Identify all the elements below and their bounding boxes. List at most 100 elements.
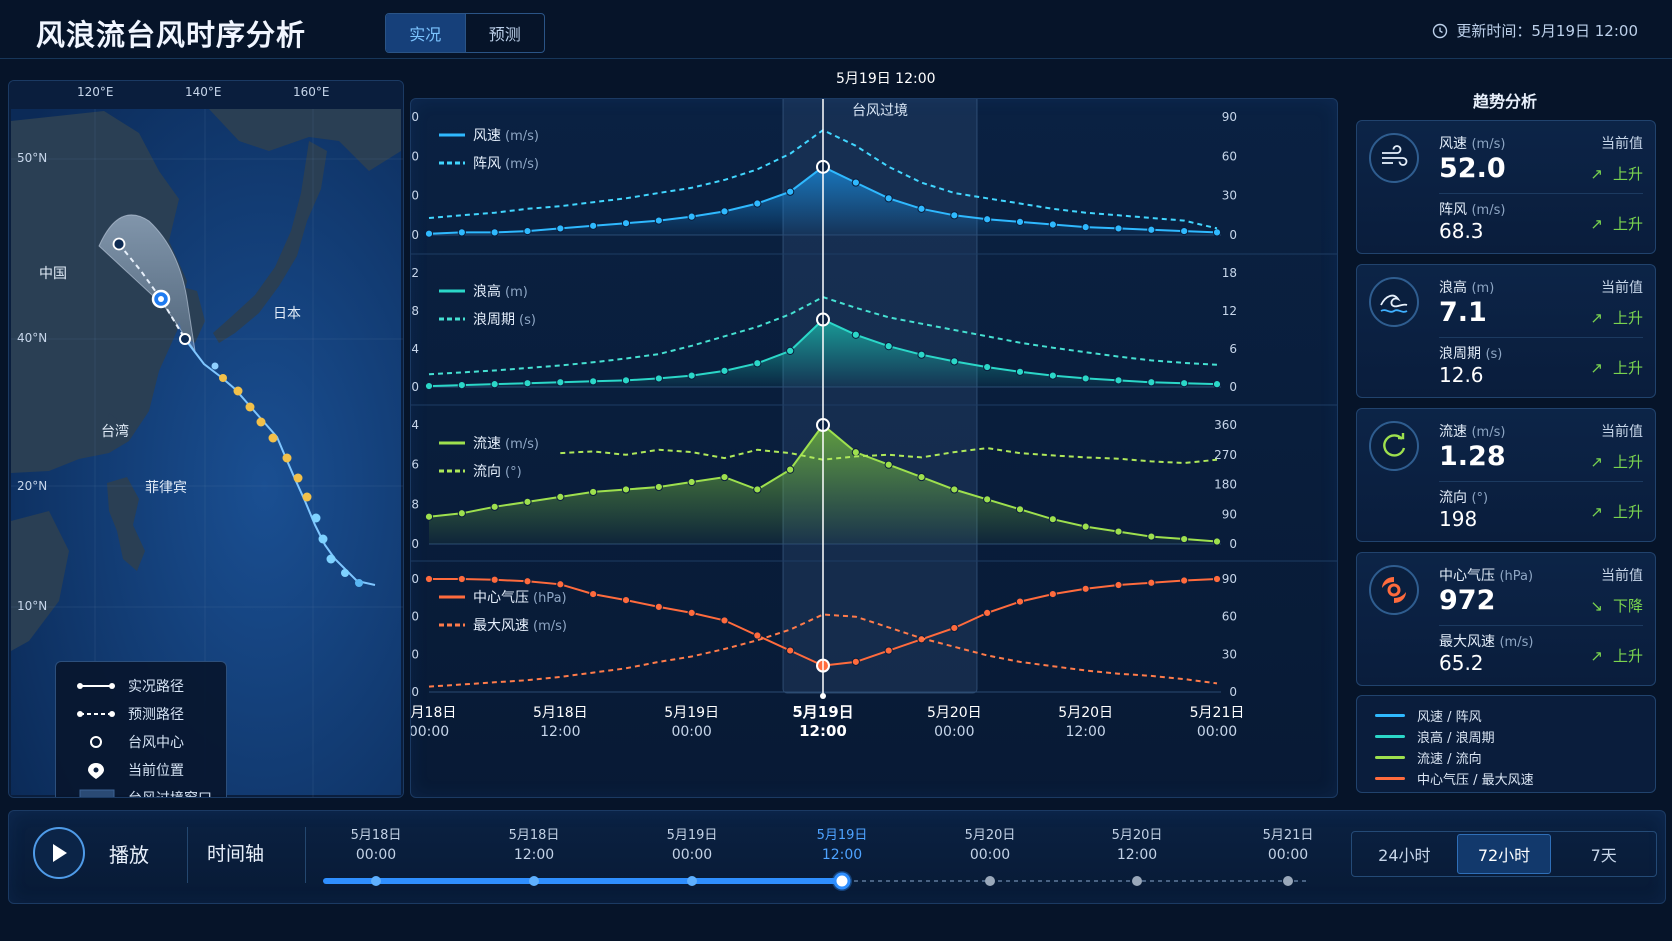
metric-value: 65.2 — [1439, 651, 1484, 675]
series-legend-label: 阵风 (m/s) — [473, 156, 539, 172]
data-point — [621, 595, 631, 605]
data-point — [786, 187, 795, 196]
data-point — [1147, 532, 1156, 541]
y-tick-left: 1.6 — [411, 458, 419, 472]
range-7d-button[interactable]: 7天 — [1590, 846, 1617, 865]
typhoon-map[interactable]: 120°E 140°E 160°E 50°N 40°N 20°N 10°N 中国… — [8, 80, 404, 798]
legend-item: 流速 / 流向 — [1375, 748, 1482, 767]
data-point — [589, 221, 598, 230]
y-tick-right: 180 — [1214, 478, 1237, 492]
tab-forecast[interactable]: 预测 — [488, 25, 521, 44]
data-point — [1114, 527, 1123, 536]
data-point — [424, 229, 434, 238]
data-point — [1180, 576, 1189, 585]
data-point — [621, 219, 631, 228]
y-tick-right: 0 — [1229, 380, 1237, 394]
arrow-up-icon: ↗ — [1590, 214, 1603, 233]
data-point — [589, 487, 598, 497]
x-tick-date: 5月19日 — [792, 703, 853, 721]
timeline-tick-dot — [529, 876, 539, 886]
y-tick-right: 30 — [1222, 647, 1237, 661]
y-tick-right: 90 — [1222, 110, 1237, 124]
arrow-up-icon: ↗ — [1590, 502, 1603, 521]
data-point — [720, 207, 729, 216]
data-point — [654, 482, 663, 492]
metric-value: 1.28 — [1439, 441, 1506, 472]
x-tick-date: 5月18日 — [411, 705, 456, 721]
metric-label: 中心气压 (hPa) — [1439, 568, 1534, 584]
map-legend: 实况路径 预测路径 台风中心 当前位置 台风过境窗口 — [55, 661, 227, 797]
trend-panel: 趋势分析 风速 (m/s) 52.0 当前值 ↗ 上升 阵风 (m/s) 68.3… — [1346, 80, 1664, 796]
y-tick-right: 60 — [1222, 610, 1237, 624]
location-pin-icon — [88, 763, 104, 779]
range-72h-button[interactable]: 72小时 — [1456, 834, 1552, 874]
track-points — [211, 362, 363, 587]
arrow-down-icon: ↘ — [1590, 596, 1603, 615]
data-point — [1180, 226, 1189, 236]
data-point — [1114, 224, 1123, 233]
data-point — [950, 623, 959, 633]
play-label[interactable]: 播放 — [109, 843, 149, 867]
place-label-philippines: 菲律宾 — [145, 480, 187, 496]
china-land — [11, 111, 187, 473]
metric-card-pressure[interactable]: 中心气压 (hPa) 972 当前值 ↘ 下降 最大风速 (m/s) 65.2 ↗… — [1356, 552, 1656, 686]
y-tick-left: 30 — [411, 189, 419, 203]
series-legend-label: 浪高 (m) — [473, 283, 528, 300]
data-point — [1015, 217, 1025, 226]
y-tick-right: 90 — [1222, 507, 1237, 521]
y-tick-left: 60 — [411, 149, 419, 163]
metric-label: 流向 (°) — [1439, 490, 1489, 506]
timeline-track[interactable]: 5月18日 00:00 5月18日 12:00 5月19日 00:00 5月19日 12:00… — [9, 811, 1349, 903]
tab-live[interactable]: 实况 — [386, 14, 466, 52]
legend-forecast-path: 预测路径 — [76, 704, 184, 724]
page-title: 风浪流台风时序分析 — [36, 18, 307, 52]
data-point — [1081, 223, 1090, 232]
range-24h-button[interactable]: 24小时 — [1378, 846, 1431, 865]
timeline-tick-date: 5月18日 — [351, 828, 402, 843]
metric-card-wind[interactable]: 风速 (m/s) 52.0 当前值 ↗ 上升 阵风 (m/s) 68.3 ↗ 上升 — [1356, 120, 1656, 254]
metric-value: 52.0 — [1439, 153, 1506, 184]
data-point — [917, 204, 926, 213]
range-selector: 24小时 72小时 7天 — [1351, 831, 1657, 877]
philippines-land — [107, 477, 145, 571]
lon-label: 120°E — [77, 85, 114, 99]
data-point — [983, 215, 992, 224]
data-point — [786, 465, 795, 474]
lon-label: 140°E — [185, 85, 222, 99]
data-point — [884, 342, 893, 351]
data-point — [687, 212, 696, 221]
time-series-charts[interactable]: 台风过境90603009060300风速(m/s)阵风(m/s)12840181… — [388, 93, 1337, 797]
data-point — [589, 589, 598, 599]
play-button[interactable] — [33, 827, 85, 879]
trend-indicator: ↗ 上升 — [1590, 358, 1643, 378]
y-tick-left: 0.0 — [411, 537, 419, 551]
metric-label: 风速 (m/s) — [1439, 136, 1506, 152]
data-point — [1015, 597, 1025, 606]
russia-coast — [209, 109, 401, 171]
timeline-tick-time: 12:00 — [514, 847, 554, 863]
x-tick-time: 00:00 — [934, 724, 974, 740]
legend-observed-path: 实况路径 — [76, 676, 184, 696]
series-legend-label: 浪周期 (s) — [473, 312, 536, 328]
y-tick-right: 12 — [1222, 304, 1237, 318]
data-point — [983, 495, 992, 504]
timeline-tick-time: 00:00 — [1268, 847, 1308, 863]
timeline-tick-date: 5月21日 — [1263, 828, 1314, 843]
metric-card-current[interactable]: 流速 (m/s) 1.28 当前值 ↗ 上升 流向 (°) 198 ↗ 上升 — [1356, 408, 1656, 542]
x-tick-date: 5月20日 — [927, 705, 982, 721]
data-point — [1147, 578, 1156, 587]
data-point — [884, 646, 893, 655]
legend-current-position: 当前位置 — [76, 760, 184, 780]
x-tick-date: 5月18日 — [533, 705, 588, 721]
arrow-up-icon: ↗ — [1590, 452, 1603, 471]
data-point — [786, 646, 795, 655]
data-point — [753, 199, 762, 208]
data-point — [621, 485, 631, 494]
metric-card-wave[interactable]: 浪高 (m) 7.1 当前值 ↗ 上升 浪周期 (s) 12.6 ↗ 上升 — [1356, 264, 1656, 398]
transit-window-label: 台风过境 — [852, 103, 908, 119]
legend-item: 风速 / 阵风 — [1375, 706, 1482, 725]
timeline-tick-time: 12:00 — [1117, 847, 1157, 863]
series-line — [560, 447, 1218, 465]
japan-land — [213, 141, 327, 343]
arrow-up-icon: ↗ — [1590, 358, 1603, 377]
